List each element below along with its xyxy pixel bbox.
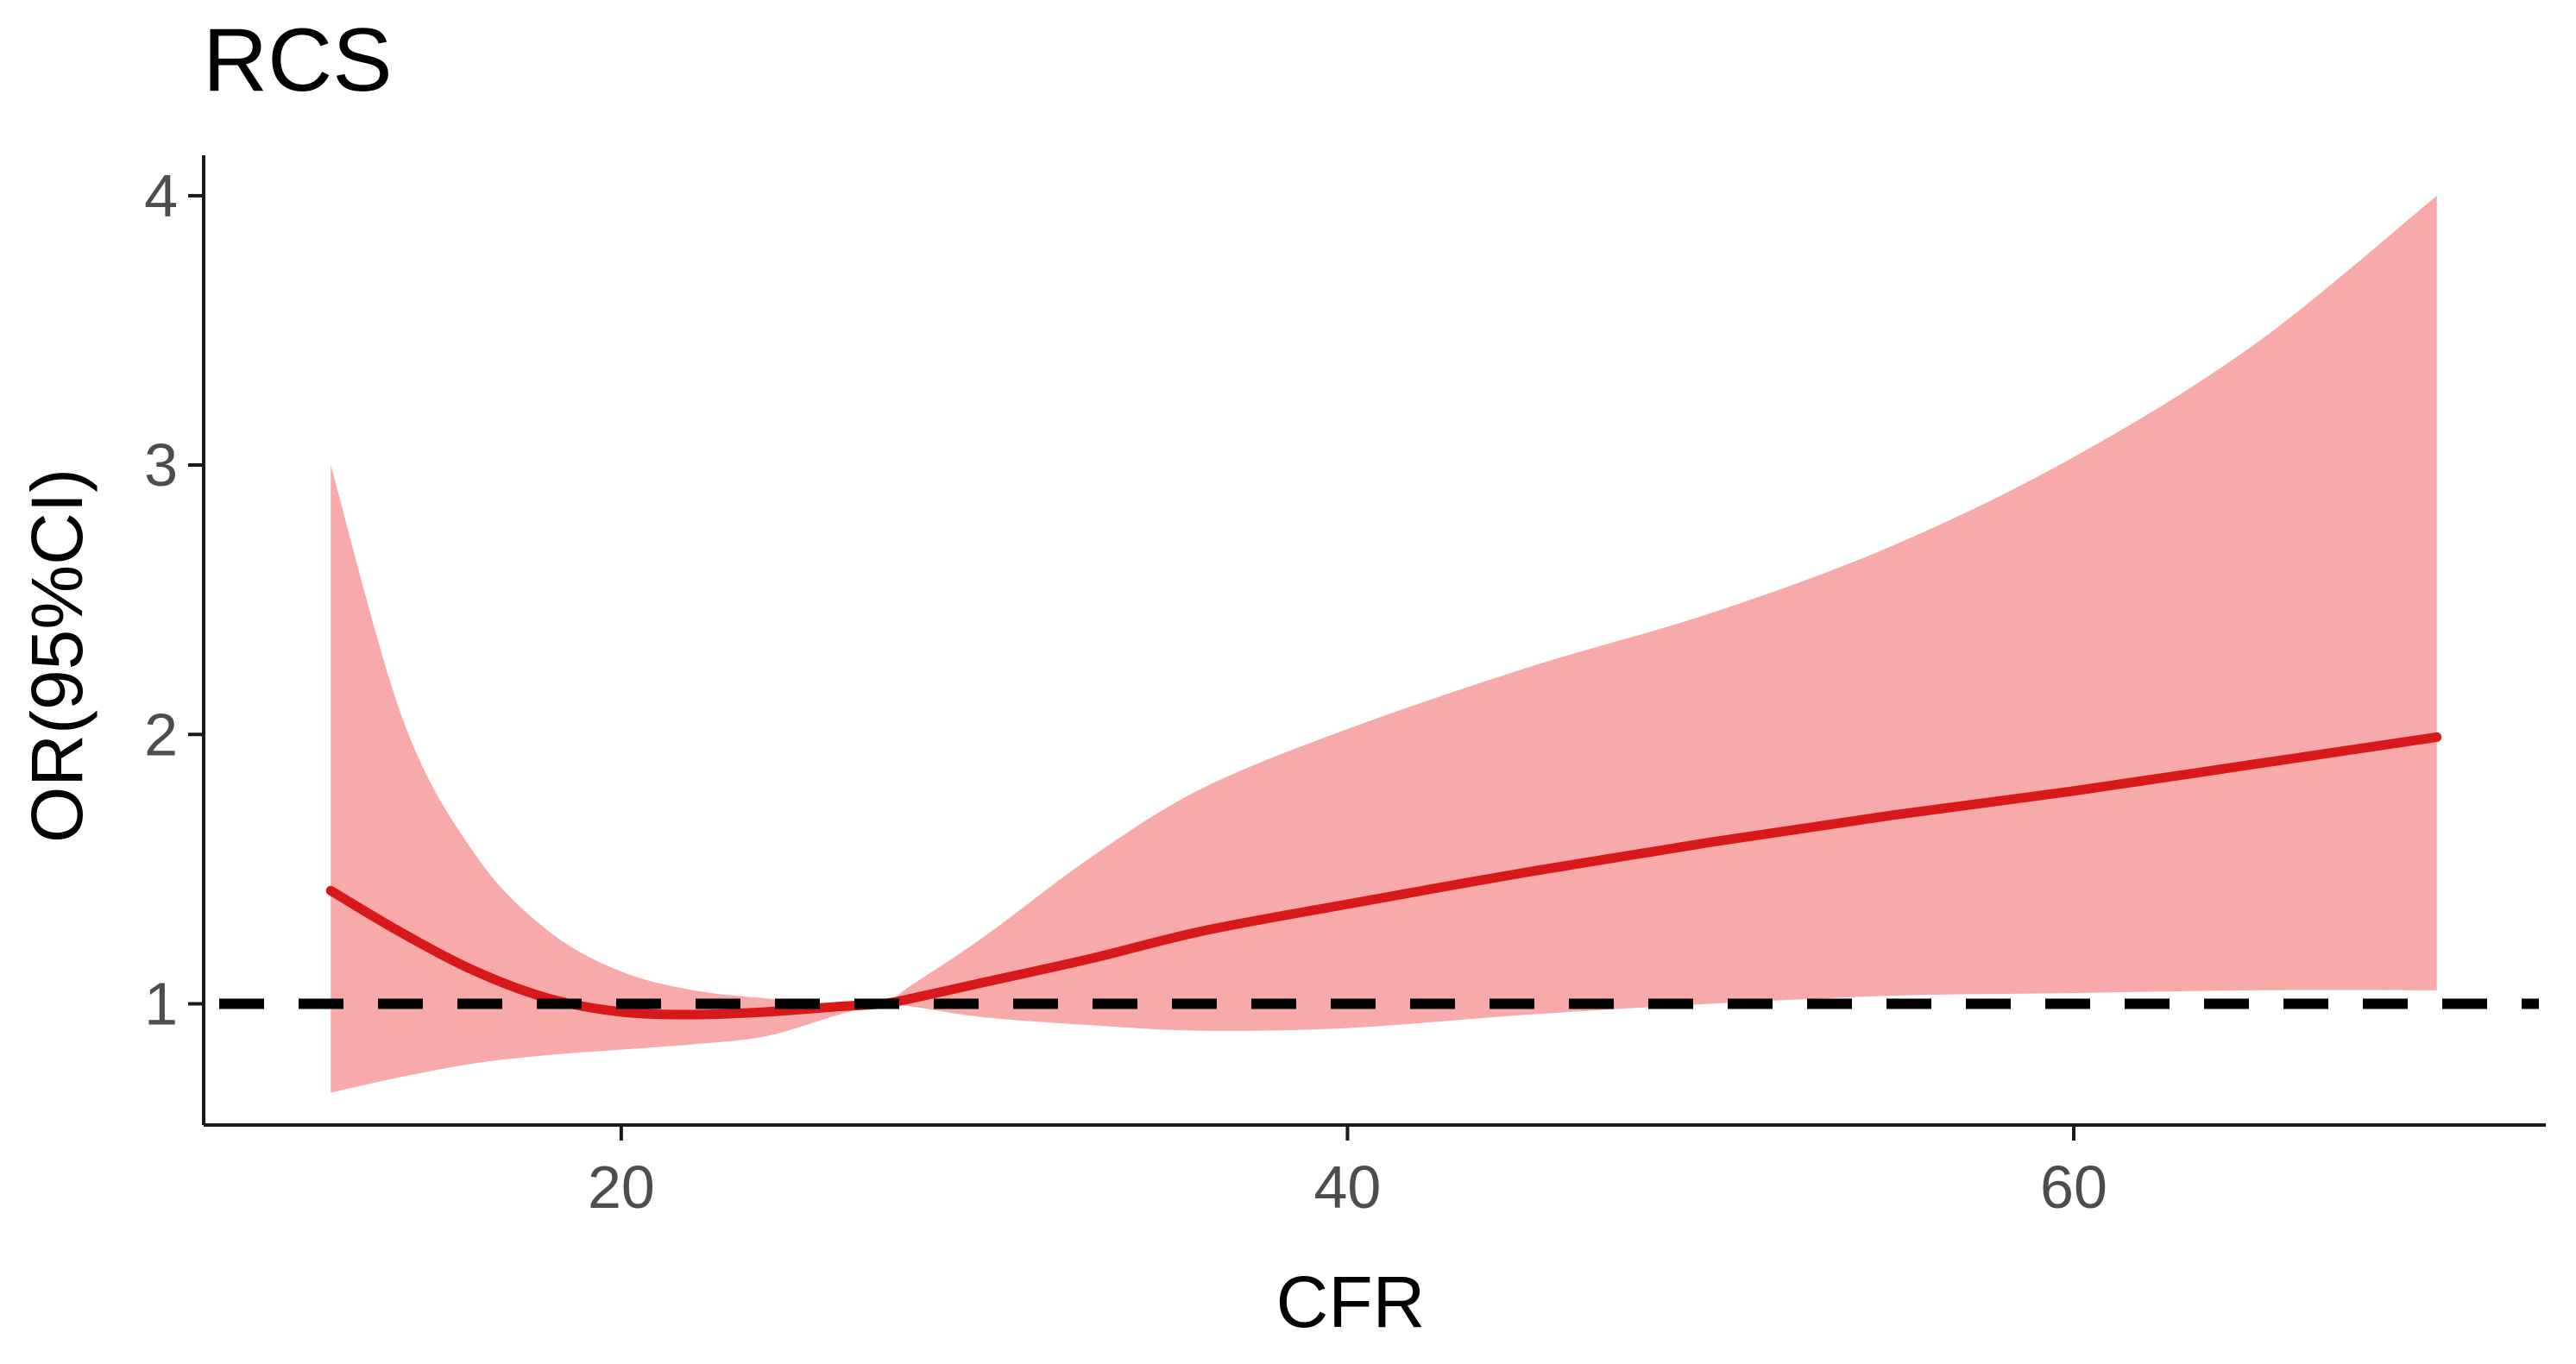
x-axis-title: CFR [1276, 1261, 1426, 1342]
x-tick-label: 60 [2040, 1153, 2107, 1221]
y-tick-label: 3 [144, 431, 178, 499]
x-tick-label: 20 [588, 1153, 655, 1221]
axes: 1 2 3 4 20 40 60 [144, 155, 2546, 1221]
chart-title: RCS [203, 10, 393, 110]
y-axis-title: OR(95%CI) [16, 468, 98, 843]
x-tick-label: 40 [1314, 1153, 1382, 1221]
y-tick-label: 4 [144, 162, 178, 229]
or-line [325, 732, 2442, 1020]
plot-area [219, 195, 2539, 1093]
y-tick-label: 2 [144, 701, 178, 768]
confidence-band [331, 195, 2437, 1093]
y-tick-label: 1 [144, 971, 178, 1038]
